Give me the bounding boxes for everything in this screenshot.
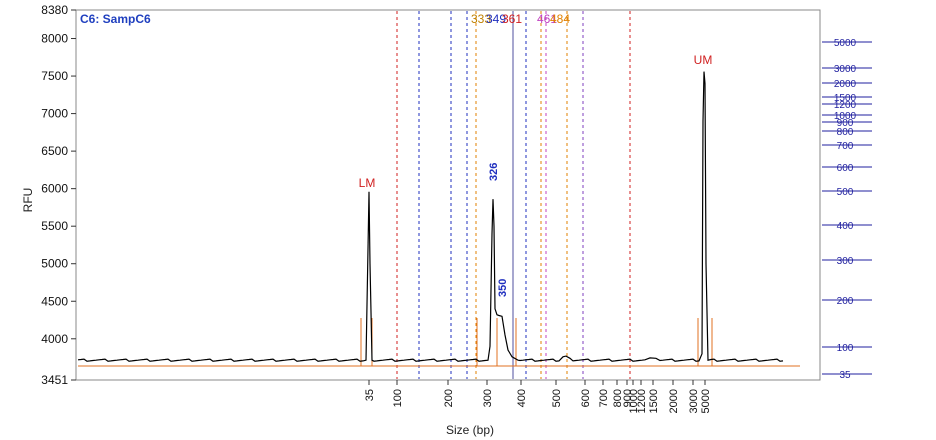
right-tick-label: 900 [837,118,854,129]
x-tick-label: 1200 [636,389,648,413]
x-tick-label: 900 [622,389,634,407]
right-tick-label: 800 [837,127,854,138]
chart-title: C6: SampC6 [80,12,151,26]
region-marker-label: 484 [550,12,570,26]
ladder-marks [78,318,800,367]
right-tick-label: 700 [837,141,854,152]
y-tick-label: 5000 [41,257,68,271]
peak-label-326: 326 [488,163,500,181]
region-marker-label: 461 [537,12,557,26]
right-tick-label: 1000 [834,111,857,122]
right-tick-label: 300 [837,256,854,267]
x-tick-label: 100 [392,389,404,407]
right-tick-label: 1500 [834,93,857,104]
right-tick-label: 2000 [834,79,857,90]
y-tick-label: 3451 [41,373,68,387]
x-tick-label: 1500 [648,389,660,413]
right-tick-label: 3000 [834,64,857,75]
y-axis-title: RFU [21,188,35,213]
plot-area [75,9,821,381]
right-tick-label: 400 [837,221,854,232]
x-tick-label: 35 [364,389,376,401]
x-tick-label: 5000 [700,389,712,413]
y-tick-label: 6000 [41,182,68,196]
y-tick-label: 7500 [41,69,68,83]
right-tick-label: 100 [837,343,854,354]
y-tick-label: 7000 [41,107,68,121]
right-tick-label: 1200 [834,100,857,111]
x-tick-label: 200 [443,389,455,407]
x-tick-label: 600 [580,389,592,407]
right-tick-label: 200 [837,296,854,307]
x-tick-label: 500 [551,389,563,407]
region-marker-label: 349 [486,12,506,26]
x-tick-label: 3000 [688,389,700,413]
y-tick-label: 6500 [41,144,68,158]
x-tick-label: 700 [598,389,610,407]
right-tick-label: 5000 [834,38,857,49]
rfu-trace [77,71,784,362]
y-tick-label: 4500 [41,294,68,308]
right-tick-label: 600 [837,163,854,174]
x-tick-label: 1000 [628,389,640,413]
x-axis-title: Size (bp) [446,423,494,437]
x-tick-label: 400 [516,389,528,407]
y-tick-label: 4000 [41,332,68,346]
peak-label-um: UM [694,53,713,67]
x-tick-label: 800 [612,389,624,407]
y-tick-label: 8000 [41,32,68,46]
peak-label-lm: LM [359,176,376,190]
region-marker-label: 333 [471,12,491,26]
right-tick-label: 500 [837,187,854,198]
right-tick-label: 35 [839,370,851,381]
y-tick-label: 5500 [41,219,68,233]
y-tick-label: 8380 [41,3,68,17]
region-marker-label: 361 [502,12,522,26]
x-tick-label: 300 [482,389,494,407]
y-axis: 3451 4000 4500 5000 5500 6000 6500 7000 7500 8000… [41,3,76,387]
x-tick-label: 2000 [668,389,680,413]
marker-lines [396,11,631,379]
peak-label-350: 350 [497,279,509,297]
peak-labels: LM 326 350 UM [359,53,713,297]
